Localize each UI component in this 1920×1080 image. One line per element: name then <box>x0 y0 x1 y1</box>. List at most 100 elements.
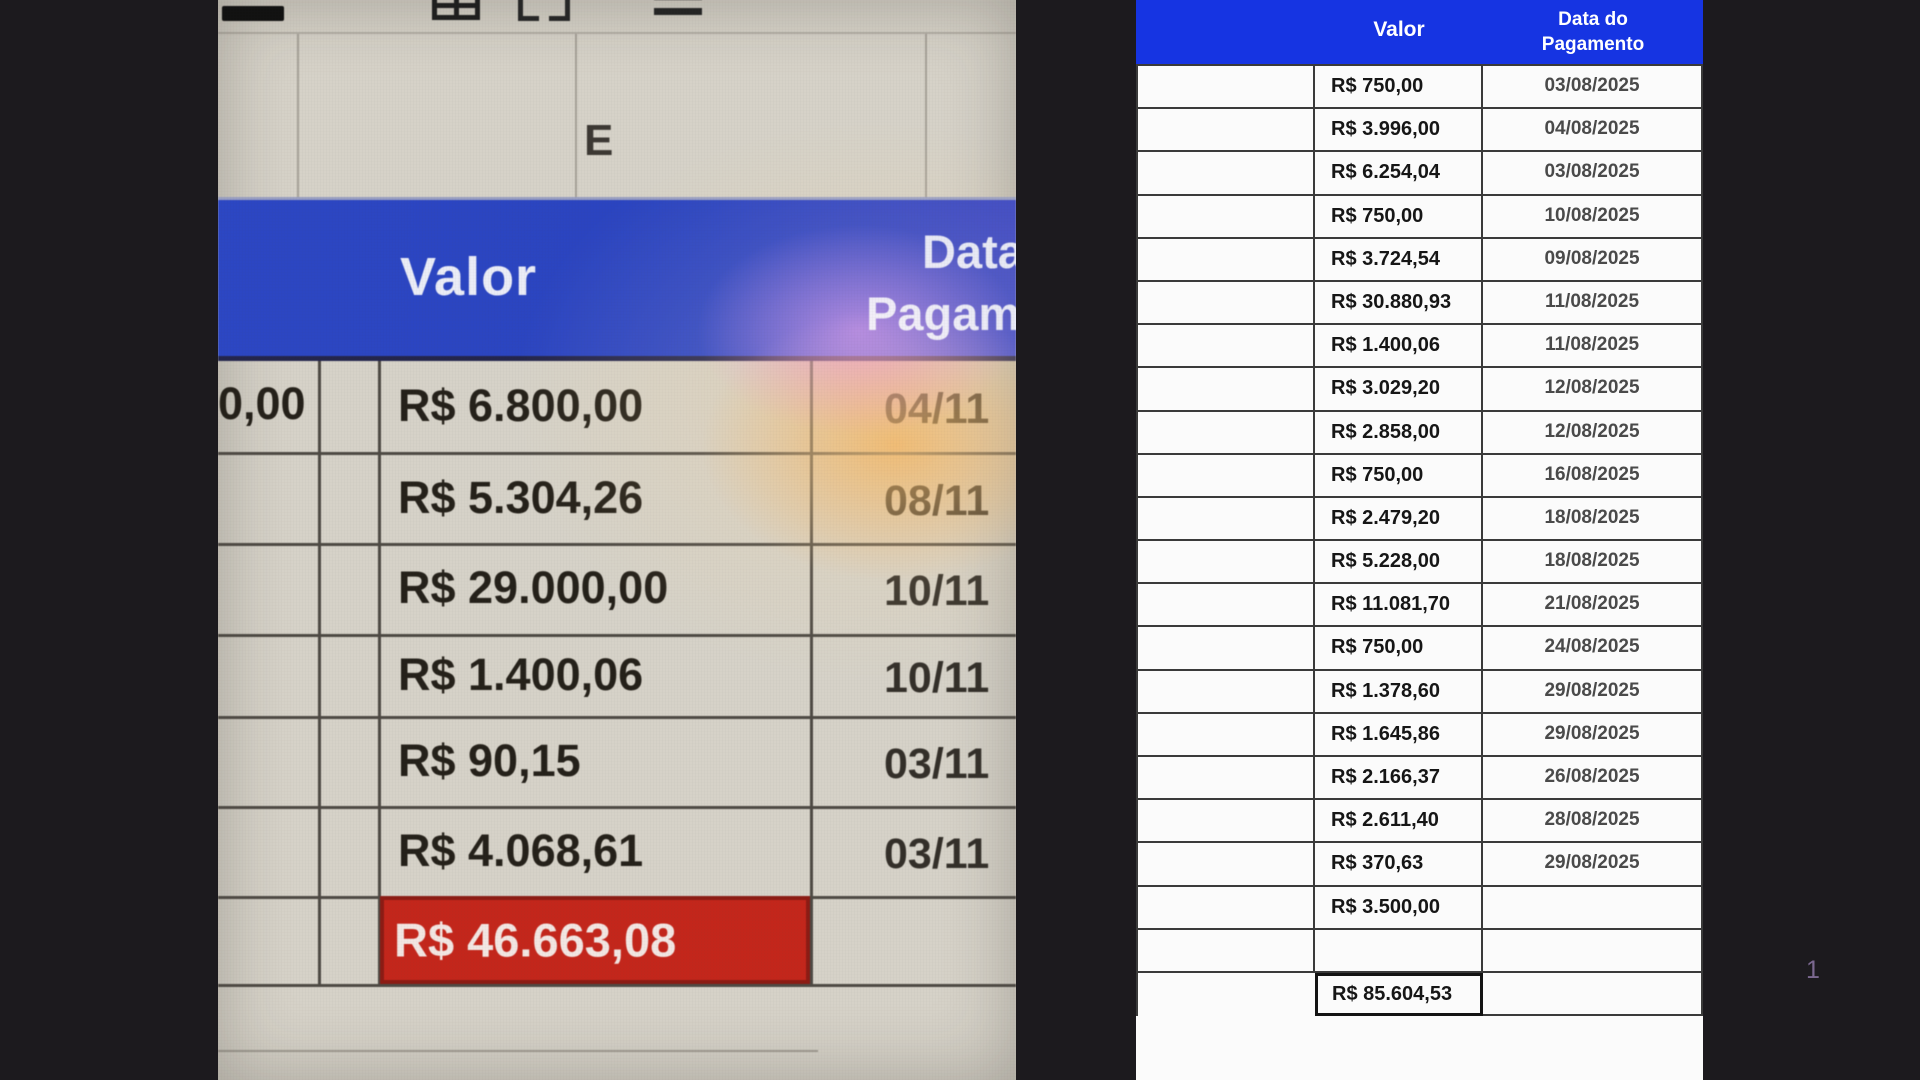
sheet-row: R$ 1.400,06 11/08/2025 <box>1138 325 1701 369</box>
sheet-date-cell[interactable]: 24/08/2025 <box>1483 627 1701 671</box>
photo-date-header-line2: Pagamento <box>866 287 1016 340</box>
sheet-empty-cell[interactable] <box>1138 368 1315 412</box>
photo-valor-cell[interactable]: R$ 29.000,00 <box>398 562 669 613</box>
photo-total-cell[interactable]: R$ 46.663,08 <box>380 896 810 984</box>
selection-brackets-icon[interactable] <box>518 0 570 21</box>
sheet-empty-cell[interactable] <box>1138 670 1315 714</box>
gridline <box>378 361 381 984</box>
photo-spreadsheet-panel: E Valor Data do Pagamento 0,00 R$ 6.800,… <box>218 0 1016 1080</box>
sheet-valor-cell[interactable]: R$ 2.858,00 <box>1315 411 1483 455</box>
gridline <box>297 34 299 197</box>
sheet-valor-cell[interactable]: R$ 6.254,04 <box>1315 152 1483 196</box>
sheet-date-cell[interactable]: 12/08/2025 <box>1483 412 1701 455</box>
sheet-date-cell[interactable]: 03/08/2025 <box>1483 152 1701 196</box>
sheet-date-cell[interactable]: 11/08/2025 <box>1483 325 1701 369</box>
sheet-date-cell[interactable]: 28/08/2025 <box>1483 800 1701 844</box>
sheet-valor-cell[interactable]: R$ 2.611,40 <box>1315 800 1483 844</box>
menu-icon[interactable] <box>654 0 702 25</box>
sheet-empty-cell[interactable] <box>1138 152 1315 196</box>
sheet-date-header[interactable]: Data do Pagamento <box>1483 7 1703 57</box>
photo-valor-cell[interactable]: R$ 90,15 <box>398 735 581 786</box>
sheet-date-cell[interactable]: 16/08/2025 <box>1483 455 1701 498</box>
sheet-valor-cell[interactable]: R$ 30.880,93 <box>1315 281 1483 326</box>
sheet-empty-cell[interactable] <box>1138 584 1315 628</box>
sheet-empty-cell[interactable] <box>1138 973 1315 1016</box>
sheet-valor-cell[interactable]: R$ 750,00 <box>1315 66 1483 110</box>
sheet-row: R$ 2.166,37 26/08/2025 <box>1138 757 1701 801</box>
sheet-empty-cell[interactable] <box>1138 109 1315 153</box>
photo-date-cell[interactable]: 03/11 <box>884 830 990 878</box>
photo-valor-cell[interactable]: R$ 6.800,00 <box>398 380 644 431</box>
sheet-valor-cell[interactable]: R$ 3.029,20 <box>1315 368 1483 412</box>
sheet-empty-cell[interactable] <box>1138 627 1315 671</box>
photo-date-cell[interactable]: 03/11 <box>884 740 990 788</box>
sheet-empty-cell[interactable] <box>1138 757 1315 801</box>
sheet-empty-cell[interactable] <box>1138 66 1315 110</box>
gridline <box>218 452 1016 455</box>
sheet-row <box>1138 929 1701 973</box>
sheet-valor-cell[interactable]: R$ 1.400,06 <box>1315 325 1483 369</box>
sheet-empty-cell[interactable] <box>1138 325 1315 369</box>
sheet-date-cell[interactable]: 21/08/2025 <box>1483 584 1701 628</box>
sheet-row: R$ 750,00 03/08/2025 <box>1138 66 1701 110</box>
sheet-valor-cell[interactable]: R$ 2.479,20 <box>1315 497 1483 542</box>
sheet-empty-cell[interactable] <box>1138 454 1315 498</box>
sheet-valor-cell[interactable]: R$ 750,00 <box>1315 627 1483 671</box>
sheet-date-cell[interactable]: 09/08/2025 <box>1483 239 1701 282</box>
sheet-row: R$ 11.081,70 21/08/2025 <box>1138 584 1701 628</box>
sheet-date-cell[interactable]: 26/08/2025 <box>1483 757 1701 801</box>
photo-valor-cell[interactable]: R$ 4.068,61 <box>398 825 644 876</box>
photo-partial-cell[interactable]: 0,00 <box>218 378 306 429</box>
sheet-empty-cell[interactable] <box>1138 497 1315 542</box>
sheet-date-cell[interactable]: 10/08/2025 <box>1483 196 1701 239</box>
sheet-date-cell[interactable]: 04/08/2025 <box>1483 109 1701 153</box>
gridline <box>218 984 1016 987</box>
photo-valor-cell[interactable]: R$ 5.304,26 <box>398 472 644 523</box>
sheet-valor-cell[interactable]: R$ 750,00 <box>1315 195 1483 239</box>
sheet-empty-cell[interactable] <box>1138 713 1315 757</box>
grid-icon[interactable] <box>432 0 480 20</box>
sheet-valor-header[interactable]: Valor <box>1373 18 1425 41</box>
photo-date-cell[interactable]: 08/11 <box>884 477 990 525</box>
sheet-date-cell[interactable]: 11/08/2025 <box>1483 282 1701 326</box>
sheet-valor-cell[interactable]: R$ 3.996,00 <box>1315 109 1483 153</box>
photo-valor-header[interactable]: Valor <box>400 247 538 307</box>
sheet-valor-cell[interactable]: R$ 5.228,00 <box>1315 541 1483 585</box>
sheet-valor-cell[interactable]: R$ 370,63 <box>1315 843 1483 887</box>
sheet-valor-cell[interactable]: R$ 2.166,37 <box>1315 757 1483 801</box>
sheet-empty-cell[interactable] <box>1138 195 1315 239</box>
sheet-date-cell[interactable]: 18/08/2025 <box>1483 541 1701 585</box>
column-header-e[interactable]: E <box>584 116 614 165</box>
photo-date-cell[interactable]: 10/11 <box>884 654 990 702</box>
sheet-valor-cell[interactable]: R$ 1.645,86 <box>1315 713 1483 757</box>
sheet-empty-cell[interactable] <box>1138 238 1315 282</box>
sheet-empty-cell[interactable] <box>1138 541 1315 585</box>
sheet-date-cell[interactable]: 12/08/2025 <box>1483 368 1701 412</box>
sheet-empty-cell[interactable] <box>1138 886 1315 930</box>
sheet-empty-cell[interactable] <box>1138 800 1315 844</box>
sheet-empty-cell[interactable] <box>1138 929 1315 973</box>
sheet-row: R$ 3.029,20 12/08/2025 <box>1138 368 1701 412</box>
sheet-date-cell[interactable] <box>1483 930 1701 973</box>
minimize-bar-icon[interactable] <box>222 6 284 21</box>
sheet-empty-cell[interactable] <box>1138 281 1315 326</box>
photo-valor-cell[interactable]: R$ 1.400,06 <box>398 649 644 700</box>
sheet-valor-cell[interactable]: R$ 3.500,00 <box>1315 886 1483 930</box>
sheet-valor-cell[interactable]: R$ 750,00 <box>1315 454 1483 498</box>
sheet-valor-cell[interactable]: R$ 1.378,60 <box>1315 670 1483 714</box>
sheet-date-cell[interactable] <box>1483 887 1701 930</box>
sheet-date-cell[interactable]: 18/08/2025 <box>1483 498 1701 542</box>
sheet-date-cell[interactable]: 29/08/2025 <box>1483 714 1701 757</box>
sheet-date-cell[interactable] <box>1483 973 1701 1017</box>
photo-date-cell[interactable]: 10/11 <box>884 567 990 615</box>
photo-date-cell[interactable]: 04/11 <box>884 385 990 433</box>
sheet-valor-cell[interactable] <box>1315 929 1483 973</box>
sheet-date-cell[interactable]: 03/08/2025 <box>1483 66 1701 110</box>
sheet-valor-cell[interactable]: R$ 3.724,54 <box>1315 238 1483 282</box>
sheet-total-valor-cell[interactable]: R$ 85.604,53 <box>1315 972 1483 1017</box>
sheet-valor-cell[interactable]: R$ 11.081,70 <box>1315 584 1483 628</box>
sheet-date-cell[interactable]: 29/08/2025 <box>1483 843 1701 887</box>
sheet-empty-cell[interactable] <box>1138 411 1315 455</box>
sheet-date-cell[interactable]: 29/08/2025 <box>1483 671 1701 714</box>
sheet-empty-cell[interactable] <box>1138 843 1315 887</box>
